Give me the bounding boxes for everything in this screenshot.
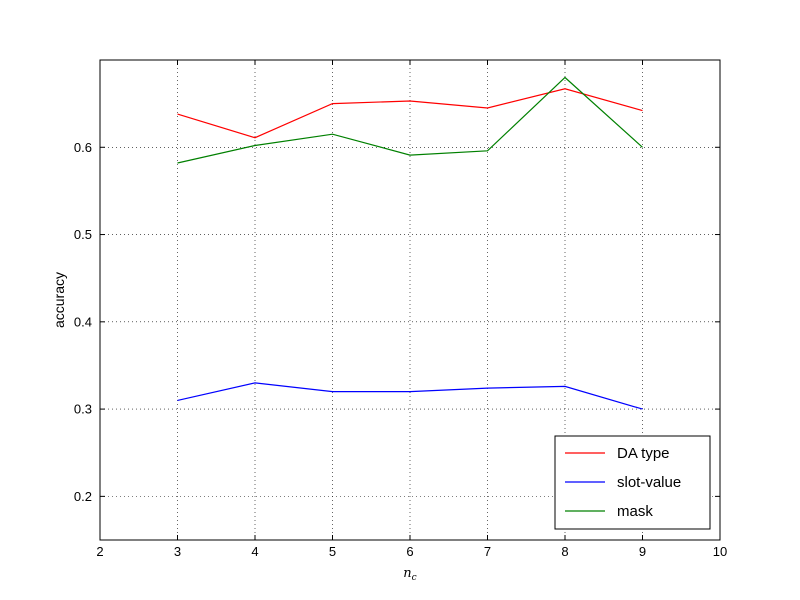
legend-label-da-type: DA type — [617, 445, 670, 462]
y-tick-label: 0.2 — [74, 489, 92, 504]
x-tick-label: 5 — [329, 544, 336, 559]
y-tick-labels: 0.2 0.3 0.4 0.5 0.6 — [74, 140, 92, 504]
axis-ticks — [99, 60, 721, 540]
series-lines — [177, 76, 643, 410]
y-tick-label: 0.5 — [74, 227, 92, 242]
x-tick-label: 3 — [174, 544, 181, 559]
x-tick-label: 6 — [406, 544, 413, 559]
x-tick-labels: 2 3 4 5 6 7 8 9 10 — [96, 544, 727, 559]
y-axis-label: accuracy — [51, 272, 67, 328]
legend-label-mask: mask — [617, 503, 653, 520]
y-tick-label: 0.3 — [74, 402, 92, 417]
y-tick-label: 0.4 — [74, 314, 92, 329]
x-tick-label: 9 — [639, 544, 646, 559]
legend: DA type slot-value mask — [554, 435, 711, 530]
x-tick-label: 8 — [561, 544, 568, 559]
x-axis-label: nc — [403, 566, 416, 583]
y-tick-label: 0.6 — [74, 140, 92, 155]
x-tick-label: 7 — [484, 544, 491, 559]
x-tick-label: 2 — [96, 544, 103, 559]
series-line-mask — [177, 76, 643, 164]
x-tick-label: 10 — [713, 544, 727, 559]
x-tick-label: 4 — [251, 544, 258, 559]
legend-label-slot-value: slot-value — [617, 474, 681, 491]
